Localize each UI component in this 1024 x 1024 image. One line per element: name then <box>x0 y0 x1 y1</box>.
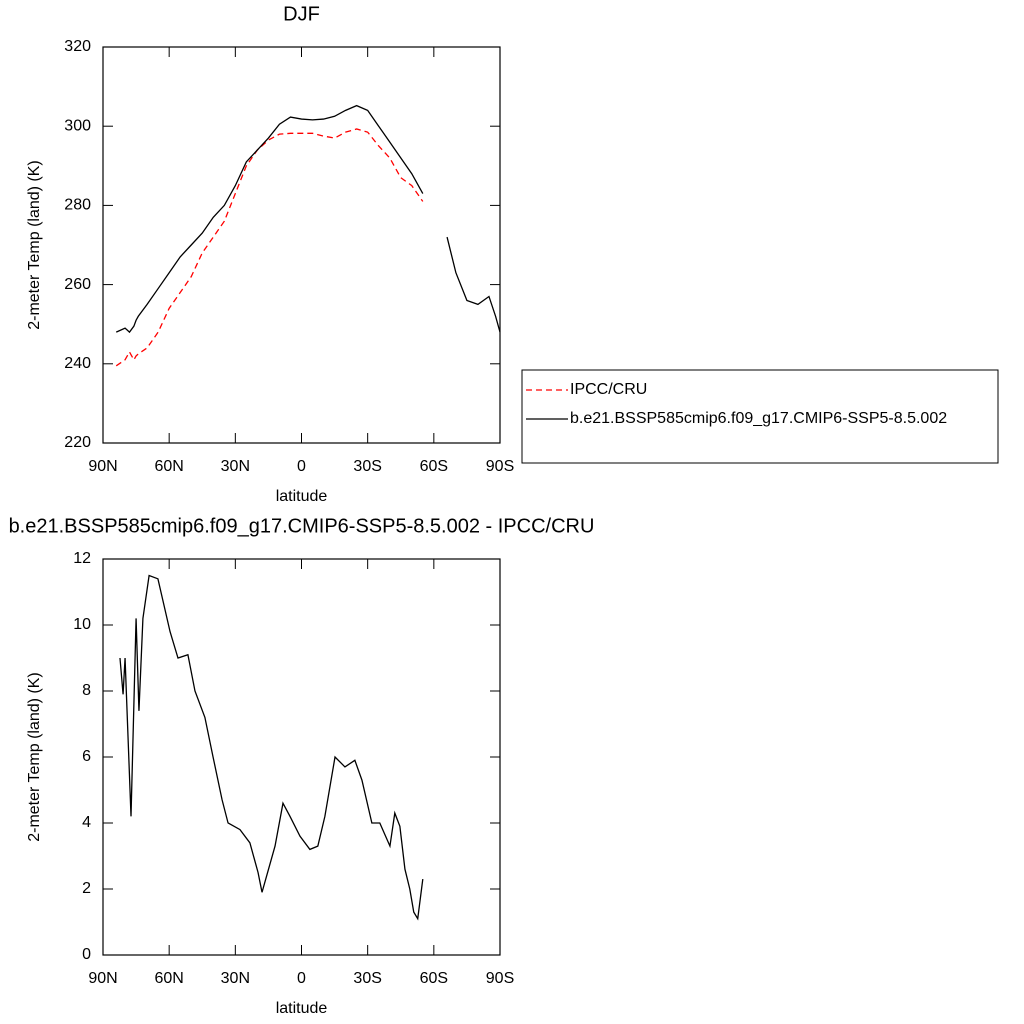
x-tick-label: 0 <box>297 458 306 475</box>
y-tick-label: 2 <box>82 880 91 897</box>
y-tick-label: 0 <box>82 946 91 963</box>
x-tick-label: 60N <box>154 458 183 475</box>
y-tick-label: 240 <box>64 355 91 372</box>
x-tick-label: 60N <box>154 970 183 987</box>
y-tick-label: 8 <box>82 682 91 699</box>
x-axis-label: latitude <box>276 488 328 505</box>
plot-frame <box>102 558 501 956</box>
data-line <box>446 236 501 333</box>
plot-frame <box>102 46 501 444</box>
x-tick-label: 30N <box>221 458 250 475</box>
y-tick-label: 6 <box>82 748 91 765</box>
data-line <box>115 104 424 334</box>
x-tick-label: 90N <box>88 458 117 475</box>
y-tick-label: 10 <box>73 616 91 633</box>
y-tick-label: 4 <box>82 814 91 831</box>
y-axis-label: 2-meter Temp (land) (K) <box>26 672 43 842</box>
y-axis-label: 2-meter Temp (land) (K) <box>26 160 43 330</box>
x-tick-label: 30S <box>353 458 381 475</box>
y-tick-label: 260 <box>64 276 91 293</box>
y-tick-label: 300 <box>64 117 91 134</box>
legend-label: IPCC/CRU <box>570 381 647 398</box>
x-tick-label: 90N <box>88 970 117 987</box>
x-tick-label: 30N <box>221 970 250 987</box>
data-line <box>115 128 424 367</box>
y-tick-label: 12 <box>73 550 91 567</box>
x-tick-label: 30S <box>353 970 381 987</box>
y-tick-label: 280 <box>64 197 91 214</box>
data-line <box>119 574 424 921</box>
chart-title: DJF <box>283 3 320 25</box>
y-tick-label: 320 <box>64 38 91 55</box>
x-tick-label: 60S <box>420 970 448 987</box>
x-tick-label: 90S <box>486 458 514 475</box>
chart-title: b.e21.BSSP585cmip6.f09_g17.CMIP6-SSP5-8.… <box>9 515 595 537</box>
x-tick-label: 0 <box>297 970 306 987</box>
x-tick-label: 60S <box>420 458 448 475</box>
legend-box <box>521 369 999 464</box>
x-tick-label: 90S <box>486 970 514 987</box>
x-axis-label: latitude <box>276 1000 328 1017</box>
legend-label: b.e21.BSSP585cmip6.f09_g17.CMIP6-SSP5-8.… <box>570 410 947 427</box>
y-tick-label: 220 <box>64 434 91 451</box>
